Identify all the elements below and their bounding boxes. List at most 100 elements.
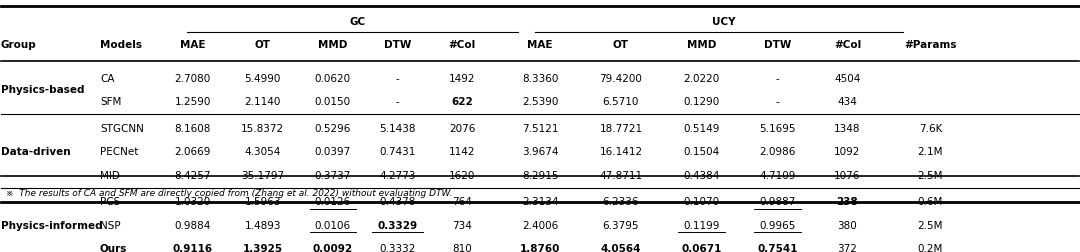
Text: -: - — [775, 73, 779, 83]
Text: 238: 238 — [837, 197, 859, 207]
Text: 2.0669: 2.0669 — [175, 147, 211, 156]
Text: Models: Models — [100, 40, 141, 50]
Text: 810: 810 — [453, 243, 472, 252]
Text: 2.0220: 2.0220 — [684, 73, 720, 83]
Text: MAE: MAE — [180, 40, 205, 50]
Text: 4.3054: 4.3054 — [244, 147, 281, 156]
Text: 5.1438: 5.1438 — [379, 123, 416, 133]
Text: 1.8760: 1.8760 — [519, 243, 561, 252]
Text: 1.2590: 1.2590 — [175, 97, 211, 107]
Text: 2.4006: 2.4006 — [522, 220, 558, 230]
Text: 0.6M: 0.6M — [918, 197, 943, 207]
Text: #Params: #Params — [904, 40, 957, 50]
Text: 4.2773: 4.2773 — [379, 170, 416, 180]
Text: 0.5296: 0.5296 — [314, 123, 351, 133]
Text: Physics-informed: Physics-informed — [1, 220, 103, 230]
Text: 1.0320: 1.0320 — [175, 197, 211, 207]
Text: 0.0671: 0.0671 — [681, 243, 721, 252]
Text: 47.8711: 47.8711 — [599, 170, 643, 180]
Text: 0.1504: 0.1504 — [684, 147, 720, 156]
Text: 0.5149: 0.5149 — [684, 123, 720, 133]
Text: Ours: Ours — [100, 243, 127, 252]
Text: 35.1797: 35.1797 — [241, 170, 284, 180]
Text: 0.1070: 0.1070 — [684, 197, 720, 207]
Text: MAE: MAE — [527, 40, 553, 50]
Text: OT: OT — [612, 40, 629, 50]
Text: 372: 372 — [837, 243, 858, 252]
Text: DTW: DTW — [383, 40, 411, 50]
Text: OT: OT — [255, 40, 271, 50]
Text: ※  The results of CA and SFM are directly copied from (Zhang et al. 2022) withou: ※ The results of CA and SFM are directly… — [6, 188, 453, 197]
Text: 2.0986: 2.0986 — [759, 147, 796, 156]
Text: 15.8372: 15.8372 — [241, 123, 284, 133]
Text: Data-driven: Data-driven — [1, 147, 70, 156]
Text: 0.1199: 0.1199 — [684, 220, 720, 230]
Text: #Col: #Col — [834, 40, 861, 50]
Text: 622: 622 — [451, 97, 473, 107]
Text: 0.3737: 0.3737 — [314, 170, 351, 180]
Text: 1348: 1348 — [834, 123, 861, 133]
Text: 1092: 1092 — [834, 147, 861, 156]
Text: 8.2915: 8.2915 — [522, 170, 558, 180]
Text: MID: MID — [100, 170, 120, 180]
Text: 0.9884: 0.9884 — [175, 220, 211, 230]
Text: CA: CA — [100, 73, 114, 83]
Text: 5.4990: 5.4990 — [244, 73, 281, 83]
Text: 1620: 1620 — [449, 170, 475, 180]
Text: -: - — [395, 73, 400, 83]
Text: 0.1290: 0.1290 — [684, 97, 720, 107]
Text: -: - — [395, 97, 400, 107]
Text: 8.4257: 8.4257 — [175, 170, 211, 180]
Text: 2.5M: 2.5M — [918, 170, 943, 180]
Text: 1.4893: 1.4893 — [244, 220, 281, 230]
Text: -: - — [775, 97, 779, 107]
Text: 0.9965: 0.9965 — [759, 220, 796, 230]
Text: 7.5121: 7.5121 — [522, 123, 558, 133]
Text: MMD: MMD — [687, 40, 716, 50]
Text: #Col: #Col — [448, 40, 476, 50]
Text: 0.0150: 0.0150 — [315, 97, 351, 107]
Text: 8.3360: 8.3360 — [522, 73, 558, 83]
Text: 2.1140: 2.1140 — [244, 97, 281, 107]
Text: 764: 764 — [453, 197, 472, 207]
Text: 0.0397: 0.0397 — [314, 147, 351, 156]
Text: 2.7080: 2.7080 — [175, 73, 211, 83]
Text: 7.6K: 7.6K — [919, 123, 942, 133]
Text: 1.3925: 1.3925 — [243, 243, 283, 252]
Text: 0.0126: 0.0126 — [314, 197, 351, 207]
Text: 3.9674: 3.9674 — [522, 147, 558, 156]
Text: DTW: DTW — [764, 40, 791, 50]
Text: 0.4378: 0.4378 — [379, 197, 416, 207]
Text: 8.1608: 8.1608 — [175, 123, 211, 133]
Text: 2.3134: 2.3134 — [522, 197, 558, 207]
Text: 6.3795: 6.3795 — [603, 220, 639, 230]
Text: 734: 734 — [453, 220, 472, 230]
Text: 0.3329: 0.3329 — [378, 220, 418, 230]
Text: 0.0620: 0.0620 — [315, 73, 351, 83]
Text: PECNet: PECNet — [100, 147, 138, 156]
Text: 1.5963: 1.5963 — [244, 197, 281, 207]
Text: 1492: 1492 — [449, 73, 475, 83]
Text: 5.1695: 5.1695 — [759, 123, 796, 133]
Text: 6.2336: 6.2336 — [603, 197, 639, 207]
Text: Group: Group — [1, 40, 37, 50]
Text: 6.5710: 6.5710 — [603, 97, 639, 107]
Text: 2.5M: 2.5M — [918, 220, 943, 230]
Text: 79.4200: 79.4200 — [599, 73, 643, 83]
Text: UCY: UCY — [712, 17, 735, 27]
Text: 0.3332: 0.3332 — [379, 243, 416, 252]
Text: 4.0564: 4.0564 — [600, 243, 642, 252]
Text: 0.2M: 0.2M — [918, 243, 943, 252]
Text: 18.7721: 18.7721 — [599, 123, 643, 133]
Text: 380: 380 — [837, 220, 858, 230]
Text: 2076: 2076 — [449, 123, 475, 133]
Text: 2.1M: 2.1M — [918, 147, 943, 156]
Text: 0.0106: 0.0106 — [315, 220, 351, 230]
Text: 1142: 1142 — [449, 147, 475, 156]
Text: PCS: PCS — [100, 197, 120, 207]
Text: 4504: 4504 — [834, 73, 861, 83]
Text: GC: GC — [349, 17, 365, 27]
Text: 0.4384: 0.4384 — [684, 170, 720, 180]
Text: 4.7109: 4.7109 — [759, 170, 796, 180]
Text: 0.7541: 0.7541 — [757, 243, 797, 252]
